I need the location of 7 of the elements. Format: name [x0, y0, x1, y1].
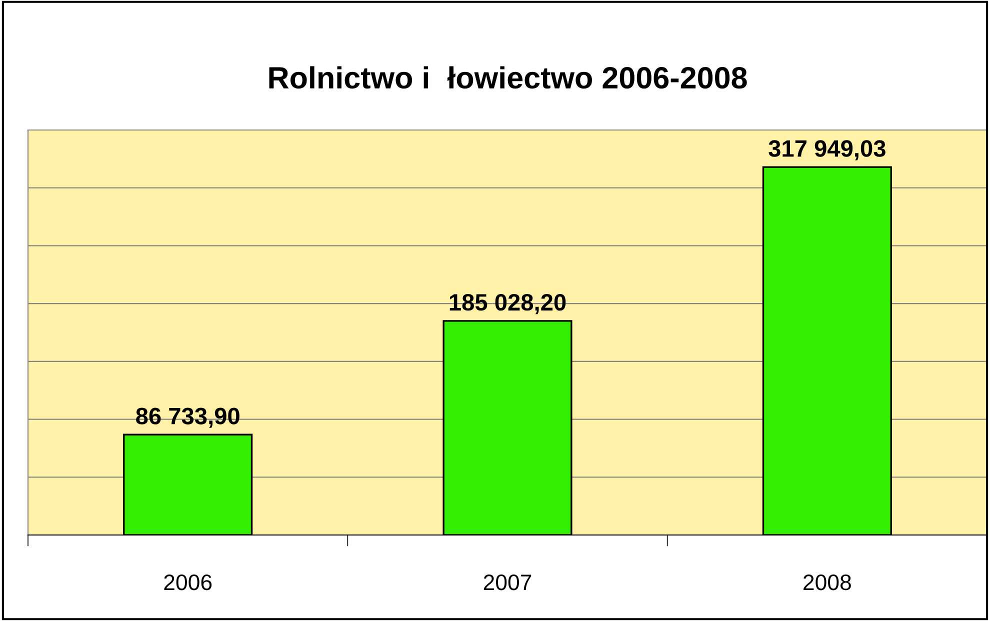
x-tick-label: 2007 [484, 574, 532, 590]
chart-title: Rolnictwo i łowiectwo 2006-2008 [269, 66, 747, 89]
data-label: 317 949,03 [768, 140, 886, 160]
data-label: 185 028,20 [450, 294, 566, 314]
x-tick-label: 2008 [804, 574, 851, 590]
x-tick-label: 2006 [164, 574, 212, 590]
data-label: 86 733,90 [136, 408, 240, 428]
